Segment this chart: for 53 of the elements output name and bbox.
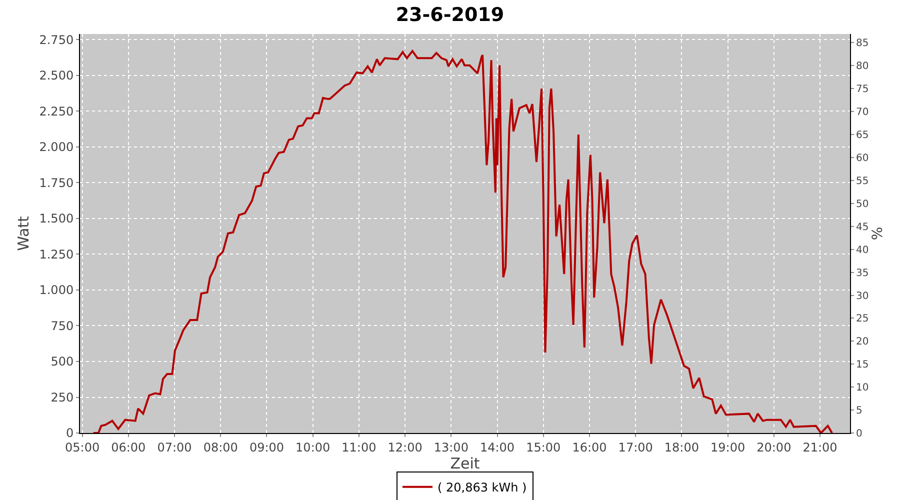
y2-tick-label: 55 [856,176,869,187]
x-tick-label: 21:00 [802,440,838,454]
y2-tick-label: 30 [856,290,869,302]
x-tick-label: 15:00 [526,440,561,454]
y-tick-label: 500 [50,354,74,369]
x-tick-label: 11:00 [342,440,376,454]
x-tick-label: 14:00 [480,440,515,454]
y-tick-label: 2.750 [39,32,74,47]
y-tick-label: 0 [66,426,74,440]
y2-tick-label: 15 [856,360,869,371]
x-tick-label: 06:00 [111,440,146,454]
y2-axis-title: % [870,226,886,240]
x-tick-label: 16:00 [572,440,607,454]
y-axis-title: Watt [14,216,32,251]
y-tick-label: 250 [50,390,74,404]
y2-tick-label: 10 [856,382,869,394]
y2-tick-label: 70 [856,107,869,118]
y2-tick-label: 20 [856,336,869,348]
y2-tick-label: 65 [856,130,869,142]
y2-tick-label: 45 [856,222,869,233]
y-tick-label: 1.500 [39,212,74,226]
x-tick-label: 19:00 [710,440,746,454]
y2-tick-label: 75 [856,84,869,96]
y2-tick-label: 35 [856,268,869,279]
y2-tick-label: 25 [856,314,869,325]
chart-title: 23-6-2019 [396,4,504,26]
y-tick-label: 750 [50,318,74,333]
legend-label: ( 20,863 kWh ) [438,480,527,495]
y-tick-label: 2.000 [39,140,74,154]
x-tick-label: 10:00 [296,440,330,454]
y2-tick-label: 0 [856,428,862,440]
y2-tick-label: 60 [856,153,869,164]
x-tick-label: 07:00 [157,440,192,454]
y2-tick-label: 40 [856,244,869,256]
y2-tick-label: 85 [856,38,869,50]
y-tick-label: 2.250 [39,104,74,118]
y-tick-label: 2.500 [39,68,74,83]
x-tick-label: 17:00 [618,440,653,454]
y2-tick-label: 50 [856,198,869,210]
x-tick-label: 08:00 [203,440,238,454]
x-axis-title: Zeit [450,454,480,472]
y-tick-label: 1.750 [39,176,74,190]
x-tick-label: 12:00 [388,440,422,454]
x-tick-label: 13:00 [434,440,468,454]
x-tick-label: 20:00 [756,440,792,454]
x-tick-label: 09:00 [249,440,284,454]
y2-tick-label: 5 [856,406,862,417]
y2-tick-label: 80 [856,61,869,72]
y-tick-label: 1.000 [39,283,74,298]
line-series [92,50,834,433]
y-tick-label: 1.250 [39,247,74,262]
x-tick-label: 18:00 [664,440,700,454]
x-tick-label: 05:00 [65,440,100,454]
